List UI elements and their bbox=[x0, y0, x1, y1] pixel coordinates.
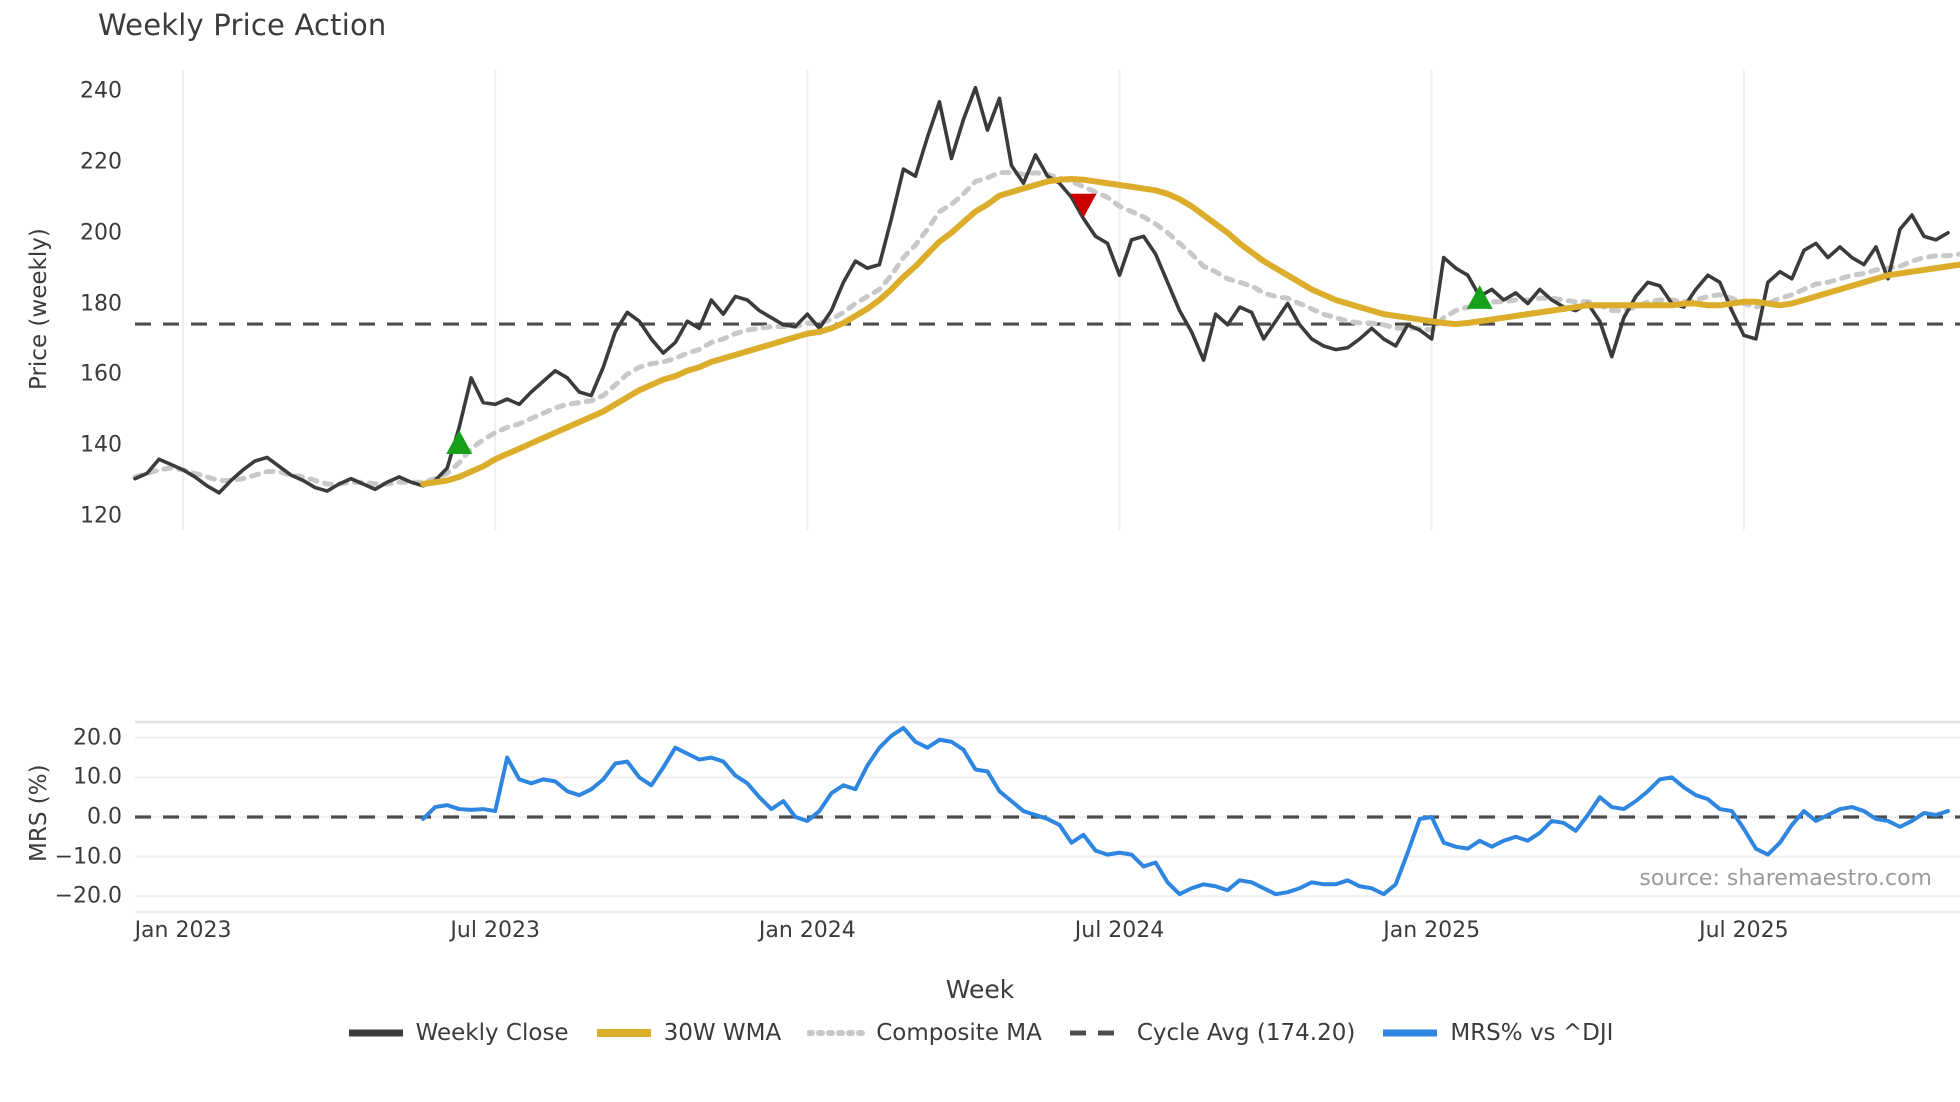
legend-swatch-4 bbox=[1383, 1029, 1438, 1037]
source-watermark: source: sharemaestro.com bbox=[1639, 866, 1932, 891]
sell-signal-marker bbox=[1070, 193, 1097, 218]
legend-swatch-1 bbox=[596, 1029, 651, 1037]
weekly-close-line bbox=[133, 85, 1950, 495]
price-ytick-1: 220 bbox=[80, 149, 122, 175]
legend-swatch-0 bbox=[348, 1029, 403, 1037]
chart-legend: Weekly Close 30W WMA Composite MA Cycle Avg… bbox=[0, 1020, 1960, 1046]
composite-ma-line bbox=[132, 170, 1960, 487]
legend-item-3[interactable]: Cycle Avg (174.20) bbox=[1068, 1020, 1356, 1046]
mrs-ytick-0: 20.0 bbox=[73, 725, 122, 751]
legend-swatch-3 bbox=[1069, 1030, 1124, 1036]
legend-label-3: Cycle Avg (174.20) bbox=[1136, 1020, 1356, 1046]
xtick-4: Jan 2025 bbox=[1383, 918, 1481, 943]
xtick-3: Jul 2024 bbox=[1074, 918, 1165, 943]
price-plot-area bbox=[132, 70, 1960, 530]
xtick-0: Jan 2023 bbox=[134, 918, 232, 943]
xtick-5: Jul 2025 bbox=[1699, 918, 1789, 943]
legend-item-0[interactable]: Weekly Close bbox=[347, 1020, 569, 1046]
price-y-axis-ticks: 240 220 200 180 160 140 120 bbox=[0, 70, 122, 530]
price-ytick-5: 140 bbox=[80, 432, 122, 458]
legend-label-0: Weekly Close bbox=[415, 1020, 569, 1046]
price-ytick-0: 240 bbox=[80, 78, 122, 104]
mrs-ytick-2: 0.0 bbox=[87, 804, 122, 830]
legend-swatch-2 bbox=[807, 1030, 866, 1036]
price-ytick-4: 160 bbox=[80, 361, 122, 387]
buy-signal-marker bbox=[446, 430, 473, 454]
mrs-line bbox=[421, 725, 1950, 897]
mrs-y-axis-label: MRS (%) bbox=[26, 764, 52, 862]
legend-label-4: MRS% vs ^DJI bbox=[1450, 1020, 1614, 1046]
mrs-ytick-3: −10.0 bbox=[54, 844, 122, 870]
price-ytick-2: 200 bbox=[80, 220, 122, 246]
mrs-ytick-4: −20.0 bbox=[54, 883, 122, 909]
mrs-plot-area bbox=[135, 718, 1960, 914]
price-y-axis-label: Price (weekly) bbox=[26, 228, 52, 390]
wma-line bbox=[420, 175, 1960, 487]
legend-item-2[interactable]: Composite MA bbox=[807, 1020, 1042, 1046]
mrs-y-axis-ticks: 20.0 10.0 0.0 −10.0 −20.0 bbox=[0, 718, 122, 912]
legend-label-2: Composite MA bbox=[876, 1020, 1042, 1046]
price-chart-svg bbox=[132, 70, 1960, 530]
legend-label-1: 30W WMA bbox=[663, 1020, 782, 1046]
xtick-2: Jan 2024 bbox=[758, 918, 856, 943]
legend-item-1[interactable]: 30W WMA bbox=[595, 1020, 782, 1046]
xtick-1: Jul 2023 bbox=[450, 918, 540, 943]
mrs-chart-svg bbox=[135, 720, 1960, 914]
page-title: Weekly Price Action bbox=[98, 8, 387, 42]
legend-item-4[interactable]: MRS% vs ^DJI bbox=[1381, 1020, 1613, 1046]
buy-signal-marker bbox=[1466, 285, 1493, 309]
mrs-ytick-1: 10.0 bbox=[73, 764, 122, 790]
x-axis-label: Week bbox=[945, 975, 1015, 1004]
x-axis-ticks: Jan 2023 Jul 2023 Jan 2024 Jul 2024 Jan 2025… bbox=[135, 918, 1960, 952]
price-ytick-6: 120 bbox=[80, 503, 122, 529]
price-ytick-3: 180 bbox=[80, 291, 122, 317]
